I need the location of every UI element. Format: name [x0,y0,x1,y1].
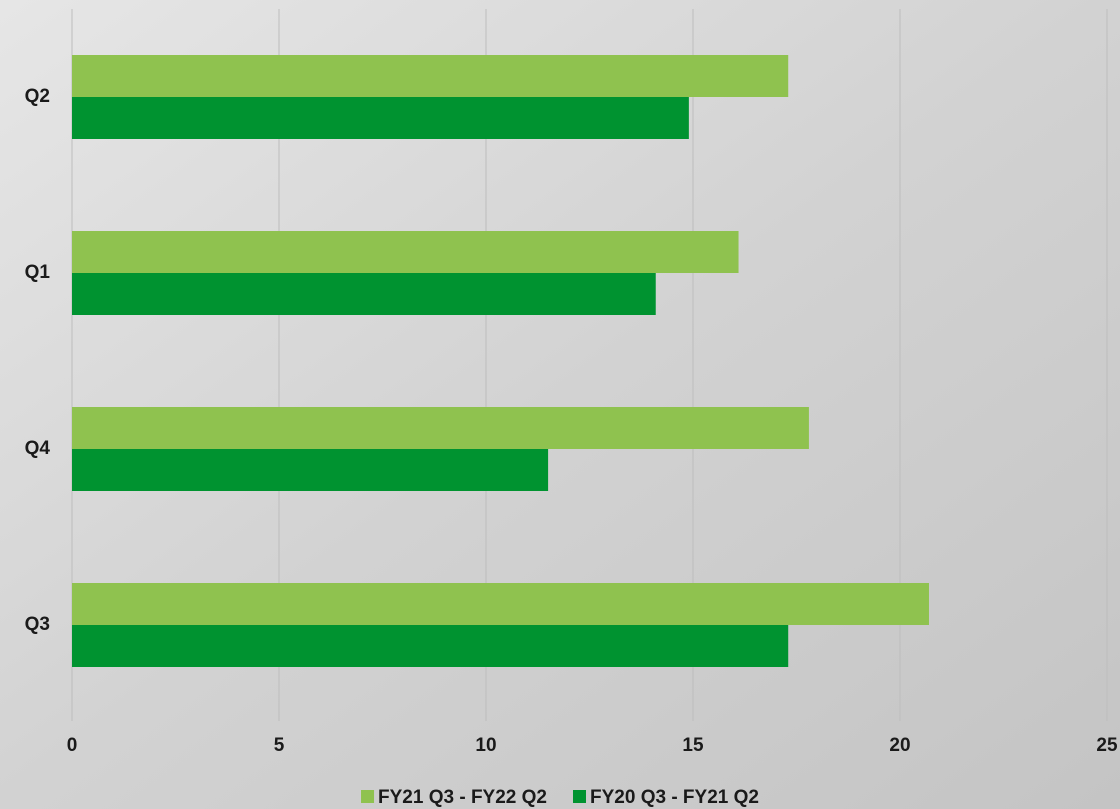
y-tick-label: Q1 [25,262,51,283]
bar [72,625,789,667]
x-tick-label: 10 [475,735,496,756]
y-tick-label: Q2 [25,86,50,107]
bar [72,273,656,315]
x-tick-label: 20 [889,735,910,756]
bar [72,407,809,449]
y-tick-label: Q3 [25,614,50,635]
bar [72,231,739,273]
legend-swatch [573,790,586,803]
x-tick-label: 5 [274,735,285,756]
x-tick-label: 15 [682,735,704,756]
legend-swatch [361,790,375,803]
x-tick-label: 0 [67,735,78,756]
bar [72,449,549,491]
bar [72,97,689,139]
x-tick-label: 25 [1096,735,1118,756]
legend-label: FY21 Q3 - FY22 Q2 [378,787,547,808]
legend-label: FY20 Q3 - FY21 Q2 [590,787,759,808]
y-tick-label: Q4 [25,438,51,459]
bar [72,55,789,97]
bar [72,583,929,625]
